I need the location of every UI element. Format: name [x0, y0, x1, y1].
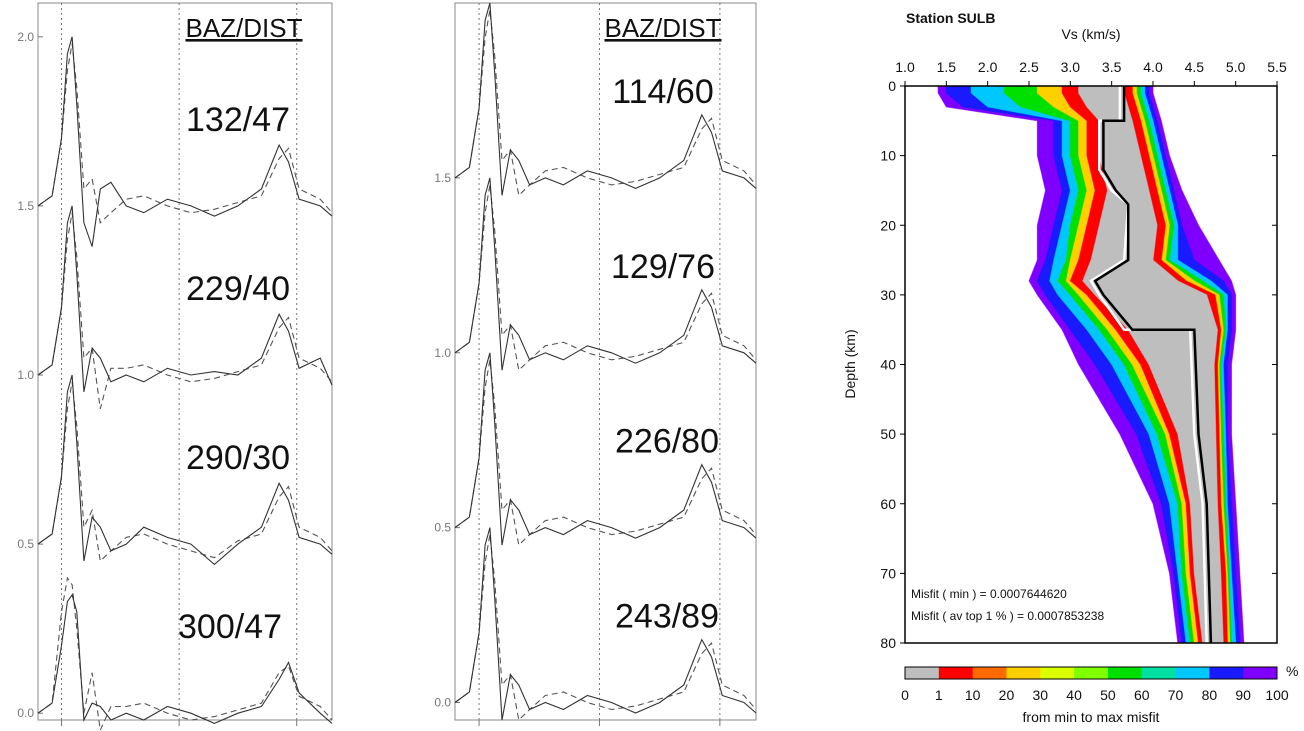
x-tick-label: 1.0	[895, 59, 915, 75]
station-title: Station SULB	[906, 10, 995, 26]
colorbar-segment	[1243, 667, 1278, 679]
observed-trace	[454, 2, 757, 196]
colorbar-segment	[1141, 667, 1177, 679]
colorbar-tick-label: 30	[1032, 687, 1048, 703]
y-tick-label: 40	[880, 357, 896, 373]
velocity-model-panel: Station SULB Vs (km/s) Depth (km) 1.0 1.5 2.0…	[842, 10, 1298, 725]
y-tick-label: 0.0	[17, 706, 34, 720]
colorbar-segment	[1107, 667, 1143, 679]
y-tick-label: 80	[880, 635, 896, 651]
misfit-top-annotation: Misfit ( av top 1 % ) = 0.0007853238	[911, 609, 1104, 623]
colorbar-segment	[905, 667, 940, 679]
x-tick-label: 4.5	[1185, 59, 1205, 75]
misfit-min-annotation: Misfit ( min ) = 0.0007644620	[911, 587, 1067, 601]
colorbar-segment	[1040, 667, 1075, 679]
colorbar-segment	[1209, 667, 1244, 679]
best-model-line	[1093, 86, 1213, 644]
colorbar-frame	[904, 666, 1278, 680]
observed-trace	[37, 374, 333, 566]
baz-dist-header: BAZ/DIST	[604, 13, 721, 43]
colorbar-tick-label: 50	[1100, 687, 1116, 703]
x-tick-label: 3.0	[1061, 59, 1081, 75]
colorbar-segment	[1175, 667, 1210, 679]
baz-dist-label: 290/30	[186, 439, 290, 477]
predicted-trace	[454, 184, 757, 372]
y-tick-label: 1.5	[434, 171, 451, 185]
receiver-function-panel-middle: 0.0 0.5 1.0 1.5 BAZ/DIST 114/60 129/76 226/80 24…	[434, 2, 757, 726]
colorbar-segment	[972, 667, 1007, 679]
predicted-trace	[37, 212, 333, 409]
colorbar-tick-label: 60	[1134, 687, 1150, 703]
colorbar-label: from min to max misfit	[1023, 709, 1160, 725]
colorbar-tick-label: 0	[901, 687, 909, 703]
colorbar-segment	[1074, 667, 1109, 679]
observed-trace	[454, 527, 757, 721]
y-tick-label: 1.0	[434, 346, 451, 360]
plot-frame	[37, 2, 333, 721]
y-axis-title: Depth (km)	[842, 329, 858, 398]
predicted-trace	[454, 359, 757, 547]
colorbar-unit: %	[1286, 663, 1298, 679]
colorbar-tick-label: 80	[1202, 687, 1218, 703]
receiver-function-panel-left: 0.0 0.5 1.0 1.5 2.0 BAZ/DIST 132/47 229/40 290/3…	[17, 2, 333, 731]
x-tick-label: 4.0	[1143, 59, 1163, 75]
colorbar-segment	[938, 667, 974, 679]
observed-trace	[454, 352, 757, 546]
baz-dist-label: 132/47	[186, 101, 290, 139]
predicted-trace	[454, 534, 757, 722]
y-tick-label: 0.5	[434, 521, 451, 535]
baz-dist-label: 300/47	[178, 608, 282, 646]
predicted-trace	[454, 9, 757, 197]
observed-trace	[37, 593, 333, 724]
observed-trace	[37, 205, 333, 393]
x-axis-title: Vs (km/s)	[1061, 26, 1120, 42]
y-tick-label: 20	[880, 217, 896, 233]
y-tick-label: 0	[888, 78, 896, 94]
y-tick-label: 50	[880, 426, 896, 442]
baz-dist-label: 114/60	[612, 73, 713, 111]
plot-frame	[454, 2, 757, 721]
y-tick-label: 1.5	[17, 199, 34, 213]
colorbar-segment	[1006, 667, 1041, 679]
colorbar-tick-label: 100	[1265, 687, 1289, 703]
x-tick-label: 2.0	[978, 59, 998, 75]
observed-trace	[37, 36, 333, 247]
mean-model-line	[1089, 86, 1208, 644]
observed-trace	[454, 177, 757, 371]
y-tick-label: 1.0	[17, 368, 34, 382]
baz-dist-label: 226/80	[615, 423, 719, 461]
x-tick-label: 3.5	[1102, 59, 1122, 75]
colorbar-tick-label: 1	[935, 687, 943, 703]
x-tick-label: 5.5	[1267, 59, 1287, 75]
y-tick-label: 60	[880, 496, 896, 512]
colorbar-tick-label: 10	[965, 687, 981, 703]
y-tick-label: 0.5	[17, 537, 34, 551]
predicted-trace	[37, 576, 333, 731]
colorbar-tick-label: 20	[999, 687, 1015, 703]
baz-dist-label: 129/76	[611, 248, 715, 286]
y-tick-label: 0.0	[434, 696, 451, 710]
baz-dist-label: 229/40	[186, 270, 290, 308]
y-tick-label: 10	[880, 148, 896, 164]
baz-dist-header: BAZ/DIST	[185, 13, 302, 43]
y-tick-label: 70	[880, 565, 896, 581]
y-tick-label: 30	[880, 287, 896, 303]
x-tick-label: 5.0	[1226, 59, 1246, 75]
y-tick-label: 2.0	[17, 30, 34, 44]
baz-dist-label: 243/89	[615, 598, 719, 636]
x-tick-label: 1.5	[937, 59, 957, 75]
x-tick-label: 2.5	[1019, 59, 1039, 75]
colorbar-tick-label: 40	[1066, 687, 1082, 703]
colorbar-tick-label: 70	[1168, 687, 1184, 703]
colorbar-tick-label: 90	[1235, 687, 1251, 703]
